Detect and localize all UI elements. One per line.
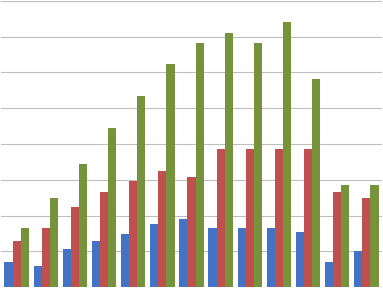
Bar (325, 262, 333, 287)
Bar (370, 185, 378, 287)
Bar (167, 65, 175, 287)
Bar (312, 79, 320, 287)
Bar (225, 33, 233, 287)
Bar (216, 149, 225, 287)
Bar (129, 181, 137, 287)
Bar (208, 228, 216, 287)
Bar (71, 206, 79, 287)
Bar (296, 232, 304, 287)
Bar (246, 149, 254, 287)
Bar (13, 240, 21, 287)
Bar (63, 249, 71, 287)
Bar (100, 192, 108, 287)
Bar (362, 198, 370, 287)
Bar (92, 240, 100, 287)
Bar (333, 192, 341, 287)
Bar (137, 96, 146, 287)
Bar (42, 228, 50, 287)
Bar (79, 164, 87, 287)
Bar (121, 234, 129, 287)
Bar (150, 223, 158, 287)
Bar (283, 22, 291, 287)
Bar (179, 219, 187, 287)
Bar (275, 149, 283, 287)
Bar (341, 185, 349, 287)
Bar (21, 228, 29, 287)
Bar (354, 251, 362, 287)
Bar (108, 128, 116, 287)
Bar (304, 149, 312, 287)
Bar (237, 228, 246, 287)
Bar (5, 262, 13, 287)
Bar (158, 170, 167, 287)
Bar (254, 43, 262, 287)
Bar (267, 228, 275, 287)
Bar (196, 43, 204, 287)
Bar (50, 198, 58, 287)
Bar (187, 177, 196, 287)
Bar (34, 266, 42, 287)
